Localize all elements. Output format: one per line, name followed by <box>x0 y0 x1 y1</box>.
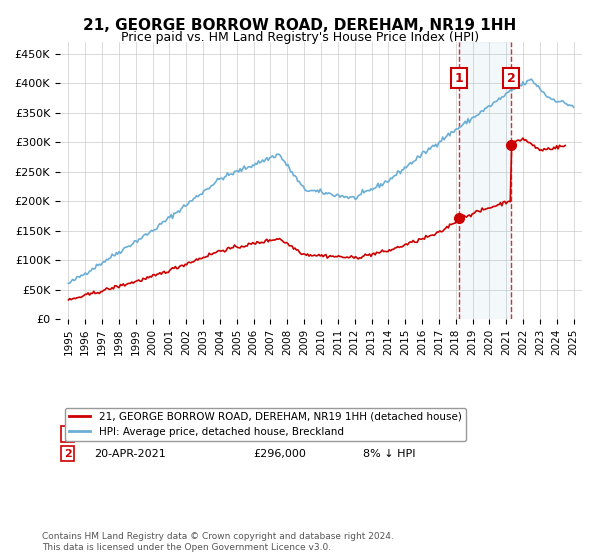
Text: £296,000: £296,000 <box>253 449 306 459</box>
Text: Contains HM Land Registry data © Crown copyright and database right 2024.
This d: Contains HM Land Registry data © Crown c… <box>42 532 394 552</box>
Text: 1: 1 <box>64 429 72 439</box>
Text: £171,000: £171,000 <box>253 429 306 439</box>
Text: 43% ↓ HPI: 43% ↓ HPI <box>363 429 422 439</box>
Text: 2: 2 <box>64 449 72 459</box>
Text: 8% ↓ HPI: 8% ↓ HPI <box>363 449 415 459</box>
Text: 20-APR-2021: 20-APR-2021 <box>94 449 166 459</box>
Text: 2: 2 <box>507 72 515 85</box>
Legend: 21, GEORGE BORROW ROAD, DEREHAM, NR19 1HH (detached house), HPI: Average price, : 21, GEORGE BORROW ROAD, DEREHAM, NR19 1H… <box>65 408 466 441</box>
Bar <box>459 42 511 319</box>
Text: 20-MAR-2018: 20-MAR-2018 <box>94 429 169 439</box>
Text: Price paid vs. HM Land Registry's House Price Index (HPI): Price paid vs. HM Land Registry's House … <box>121 31 479 44</box>
Text: 1: 1 <box>455 72 464 85</box>
Text: 21, GEORGE BORROW ROAD, DEREHAM, NR19 1HH: 21, GEORGE BORROW ROAD, DEREHAM, NR19 1H… <box>83 18 517 34</box>
